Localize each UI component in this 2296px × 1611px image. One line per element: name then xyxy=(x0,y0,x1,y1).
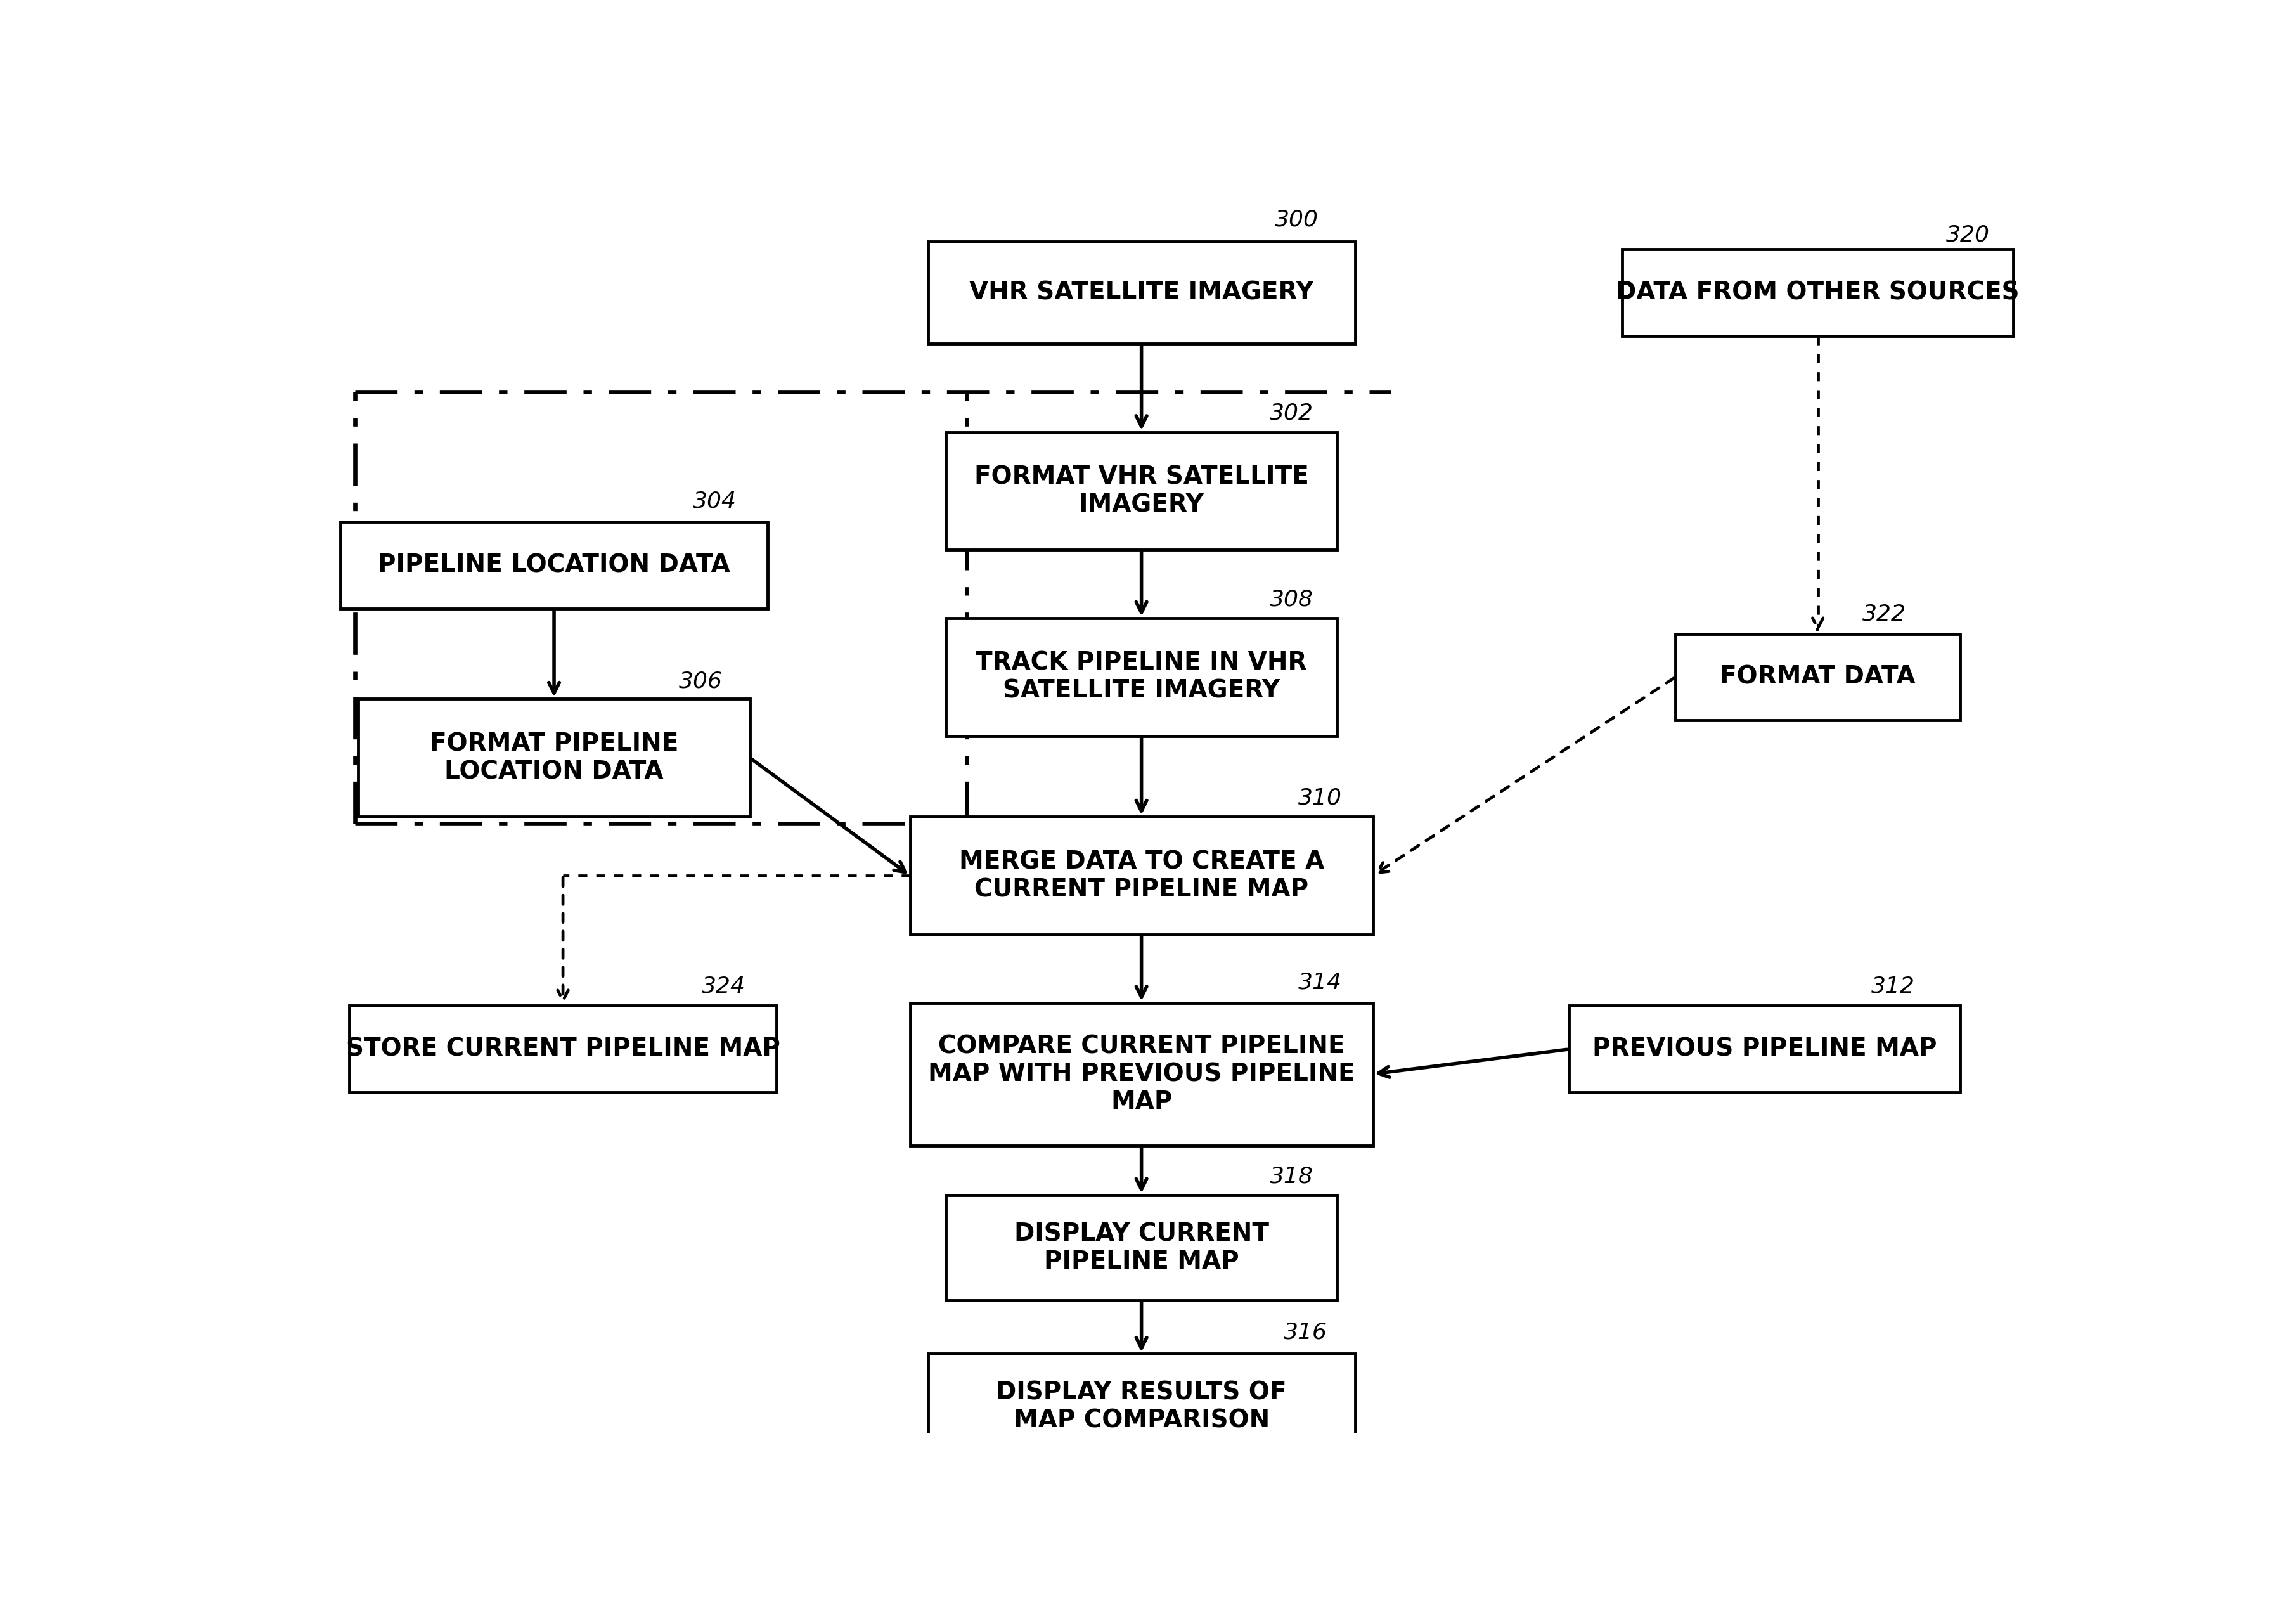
FancyBboxPatch shape xyxy=(349,1005,776,1092)
Text: COMPARE CURRENT PIPELINE
MAP WITH PREVIOUS PIPELINE
MAP: COMPARE CURRENT PIPELINE MAP WITH PREVIO… xyxy=(928,1034,1355,1113)
Text: 302: 302 xyxy=(1270,403,1313,424)
FancyBboxPatch shape xyxy=(946,432,1336,549)
FancyBboxPatch shape xyxy=(1676,633,1961,720)
Text: 310: 310 xyxy=(1297,788,1341,809)
Text: 322: 322 xyxy=(1862,604,1906,625)
Text: 306: 306 xyxy=(680,670,723,693)
Text: FORMAT DATA: FORMAT DATA xyxy=(1720,665,1915,690)
FancyBboxPatch shape xyxy=(909,817,1373,934)
Text: 318: 318 xyxy=(1270,1165,1313,1187)
Text: 314: 314 xyxy=(1297,971,1341,994)
Text: 320: 320 xyxy=(1945,224,1988,245)
Text: PREVIOUS PIPELINE MAP: PREVIOUS PIPELINE MAP xyxy=(1591,1037,1936,1062)
FancyBboxPatch shape xyxy=(946,619,1336,736)
Text: TRACK PIPELINE IN VHR
SATELLITE IMAGERY: TRACK PIPELINE IN VHR SATELLITE IMAGERY xyxy=(976,651,1306,702)
Text: 312: 312 xyxy=(1871,976,1915,997)
Text: 324: 324 xyxy=(703,976,746,997)
FancyBboxPatch shape xyxy=(358,699,751,817)
Text: DISPLAY RESULTS OF
MAP COMPARISON: DISPLAY RESULTS OF MAP COMPARISON xyxy=(996,1381,1286,1432)
FancyBboxPatch shape xyxy=(946,1195,1336,1300)
Text: 304: 304 xyxy=(693,491,737,512)
FancyBboxPatch shape xyxy=(928,1353,1355,1460)
Text: PIPELINE LOCATION DATA: PIPELINE LOCATION DATA xyxy=(379,554,730,577)
Text: MERGE DATA TO CREATE A
CURRENT PIPELINE MAP: MERGE DATA TO CREATE A CURRENT PIPELINE … xyxy=(957,849,1325,902)
Text: VHR SATELLITE IMAGERY: VHR SATELLITE IMAGERY xyxy=(969,280,1313,304)
FancyBboxPatch shape xyxy=(909,1002,1373,1145)
Text: DISPLAY CURRENT
PIPELINE MAP: DISPLAY CURRENT PIPELINE MAP xyxy=(1015,1221,1267,1274)
Text: DATA FROM OTHER SOURCES: DATA FROM OTHER SOURCES xyxy=(1616,280,2018,304)
Text: FORMAT VHR SATELLITE
IMAGERY: FORMAT VHR SATELLITE IMAGERY xyxy=(974,466,1309,517)
Text: 308: 308 xyxy=(1270,588,1313,611)
Text: FORMAT PIPELINE
LOCATION DATA: FORMAT PIPELINE LOCATION DATA xyxy=(429,731,677,783)
Text: STORE CURRENT PIPELINE MAP: STORE CURRENT PIPELINE MAP xyxy=(347,1037,781,1062)
Text: 316: 316 xyxy=(1283,1321,1327,1344)
FancyBboxPatch shape xyxy=(1568,1005,1961,1092)
FancyBboxPatch shape xyxy=(1621,250,2014,337)
FancyBboxPatch shape xyxy=(928,242,1355,343)
FancyBboxPatch shape xyxy=(340,522,767,609)
Text: 300: 300 xyxy=(1274,209,1318,230)
